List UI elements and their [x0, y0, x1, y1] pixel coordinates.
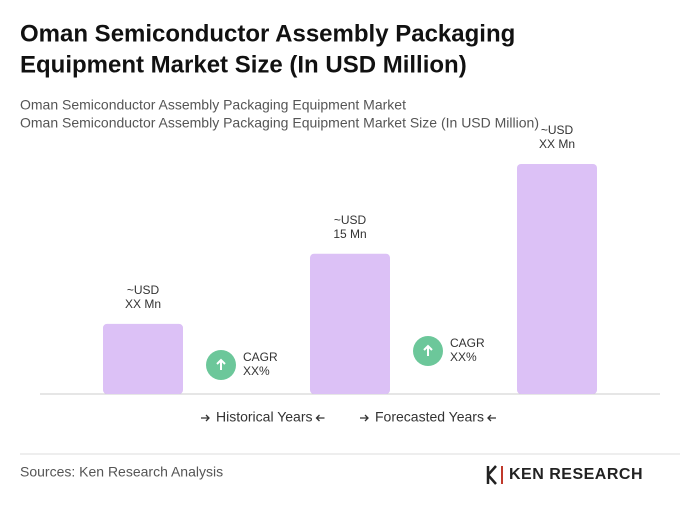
value-label: XX Mn: [125, 297, 161, 311]
cagr-label: CAGR: [243, 350, 278, 364]
cagr-label: CAGR: [450, 336, 485, 350]
legend-arrow: [487, 414, 496, 422]
chart-title: Equipment Market Size (In USD Million): [20, 51, 467, 78]
bar: [310, 253, 390, 394]
legend-label: Forecasted Years: [375, 409, 484, 425]
value-label: 15 Mn: [333, 227, 366, 241]
value-label: XX Mn: [539, 137, 575, 151]
value-label: ~USD: [541, 123, 574, 137]
cagr-arrow: [423, 344, 433, 356]
logo-text: KEN RESEARCH: [509, 466, 643, 483]
legend-arrow: [201, 414, 210, 422]
logo: KEN RESEARCH: [486, 465, 643, 485]
subtitle: Oman Semiconductor Assembly Packaging Eq…: [20, 97, 406, 113]
subtitle: Oman Semiconductor Assembly Packaging Eq…: [20, 115, 539, 131]
value-label: ~USD: [334, 213, 367, 227]
cagr-label: XX%: [243, 364, 270, 378]
legend-label: Historical Years: [216, 409, 313, 425]
value-label: ~USD: [127, 283, 160, 297]
cagr-arrow: [216, 358, 226, 370]
bar: [103, 323, 183, 394]
legend-arrow: [315, 414, 325, 422]
bar: [517, 164, 597, 394]
legend-arrow: [360, 414, 369, 422]
cagr-label: XX%: [450, 350, 477, 364]
chart-title: Oman Semiconductor Assembly Packaging: [20, 20, 515, 47]
source: Sources: Ken Research Analysis: [20, 464, 223, 480]
logo-icon: [486, 465, 497, 485]
